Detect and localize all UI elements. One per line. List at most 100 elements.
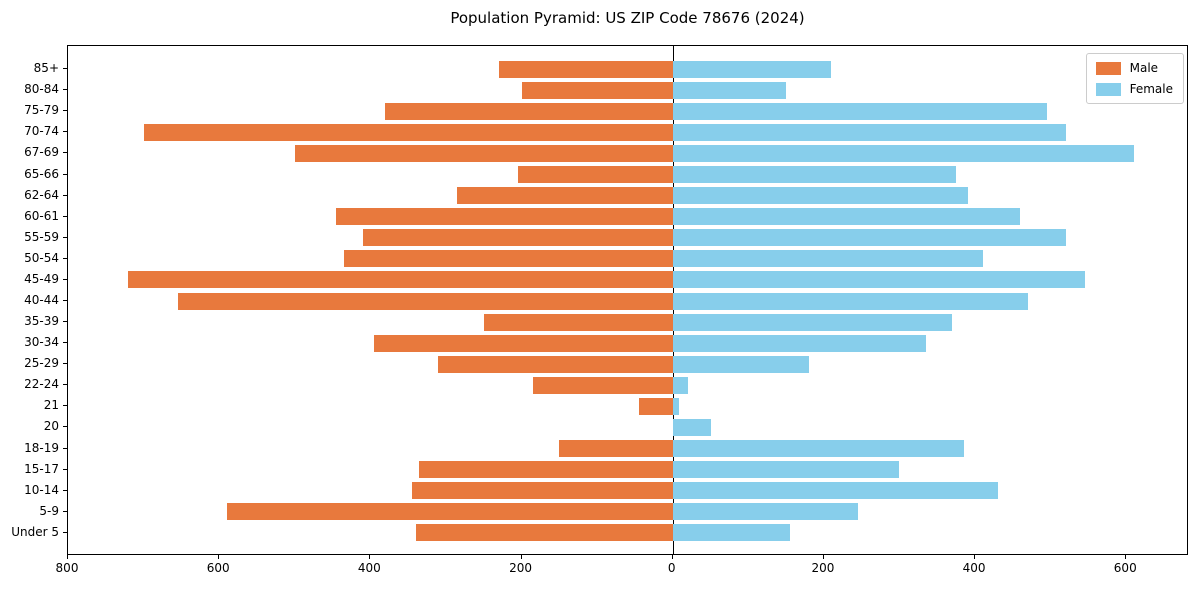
- female-bar: [672, 461, 900, 479]
- y-tick-label: 10-14: [24, 482, 59, 497]
- y-tick-label: 45-49: [24, 271, 59, 286]
- y-tick-label: 70-74: [24, 124, 59, 139]
- female-bar: [672, 313, 953, 331]
- y-tick: [63, 300, 67, 301]
- y-tick: [63, 447, 67, 449]
- male-bar: [294, 144, 673, 162]
- male-bar: [362, 229, 673, 247]
- female-bar: [672, 123, 1066, 141]
- female-bar: [672, 166, 957, 184]
- chart-title: Population Pyramid: US ZIP Code 78676 (2…: [450, 9, 805, 27]
- x-tick: [218, 555, 220, 559]
- y-tick-label: 18-19: [24, 440, 59, 455]
- female-bar: [672, 482, 998, 500]
- y-tick-label: 40-44: [24, 293, 59, 307]
- x-tick: [822, 555, 824, 559]
- x-tick: [974, 555, 976, 559]
- legend-female-label: Female: [1129, 82, 1173, 96]
- y-tick: [63, 468, 67, 470]
- y-tick-label: 85+: [33, 61, 59, 76]
- female-bar: [672, 81, 787, 99]
- female-bar: [672, 102, 1047, 120]
- female-bar: [672, 187, 968, 205]
- x-tick-label: 200: [811, 561, 835, 575]
- x-tick-label: 400: [962, 561, 986, 575]
- male-bar: [343, 250, 673, 268]
- y-tick-label: 20: [43, 419, 59, 434]
- female-bar: [672, 271, 1085, 289]
- y-tick: [63, 89, 67, 91]
- female-bar: [672, 250, 983, 268]
- y-tick: [63, 152, 67, 154]
- female-bar: [672, 355, 809, 373]
- y-tick: [63, 531, 67, 533]
- female-bar: [672, 376, 688, 394]
- y-tick: [63, 68, 67, 70]
- female-bar: [672, 503, 858, 521]
- y-tick: [63, 131, 67, 133]
- female-bar: [672, 397, 679, 415]
- legend-item-female: Female: [1095, 82, 1173, 96]
- x-tick-label: 0: [667, 561, 676, 575]
- male-bar: [336, 208, 673, 226]
- y-tick-label: 80-84: [24, 82, 59, 97]
- legend-male-label: Male: [1129, 61, 1159, 75]
- plot-area: [67, 45, 1188, 555]
- y-tick: [63, 426, 67, 428]
- male-bar: [177, 292, 673, 310]
- male-bar: [419, 461, 673, 479]
- y-tick: [63, 363, 67, 365]
- male-bar: [143, 123, 673, 141]
- y-tick: [63, 342, 67, 344]
- male-bar: [415, 524, 673, 542]
- male-bar: [226, 503, 673, 521]
- female-bar: [672, 144, 1134, 162]
- y-tick-label: 65-66: [24, 166, 59, 181]
- y-tick-label: 55-59: [24, 229, 59, 244]
- male-bar: [521, 81, 673, 99]
- x-tick: [67, 555, 68, 559]
- female-bar: [672, 334, 926, 352]
- female-bar: [672, 229, 1066, 247]
- female-bar: [672, 208, 1021, 226]
- male-bar: [128, 271, 673, 289]
- x-tick-label: 200: [509, 561, 532, 575]
- female-bar: [672, 524, 790, 542]
- legend: Male Female: [1085, 53, 1184, 104]
- female-swatch-icon: [1095, 82, 1121, 96]
- female-bar: [672, 440, 964, 458]
- x-tick-label: 400: [357, 561, 381, 575]
- y-tick: [63, 278, 67, 280]
- y-tick-label: 62-64: [24, 187, 59, 202]
- female-bar: [672, 418, 711, 436]
- female-bar: [672, 60, 832, 78]
- male-bar: [385, 102, 673, 120]
- male-bar: [374, 334, 673, 352]
- y-tick: [63, 173, 67, 175]
- male-bar: [498, 60, 673, 78]
- y-tick: [63, 510, 67, 512]
- y-tick-label: 5-9: [39, 503, 59, 518]
- y-tick: [63, 384, 67, 386]
- x-tick: [520, 555, 522, 559]
- male-bar: [559, 440, 673, 458]
- y-tick-label: 35-39: [24, 314, 59, 329]
- y-tick: [63, 110, 67, 112]
- x-tick-label: 800: [55, 561, 79, 575]
- y-tick: [63, 215, 67, 217]
- y-tick: [63, 405, 67, 407]
- y-tick-label: 22-24: [24, 377, 59, 392]
- male-bar: [411, 482, 673, 500]
- y-tick-label: 50-54: [24, 250, 59, 265]
- y-tick: [63, 257, 67, 259]
- male-bar: [638, 397, 673, 415]
- y-tick-label: 75-79: [24, 103, 59, 118]
- male-swatch-icon: [1095, 61, 1121, 75]
- y-tick-label: 67-69: [24, 145, 59, 160]
- x-tick: [671, 555, 673, 559]
- y-tick: [63, 194, 67, 196]
- y-tick: [63, 236, 67, 238]
- male-bar: [438, 355, 673, 373]
- y-tick-label: 30-34: [24, 335, 59, 350]
